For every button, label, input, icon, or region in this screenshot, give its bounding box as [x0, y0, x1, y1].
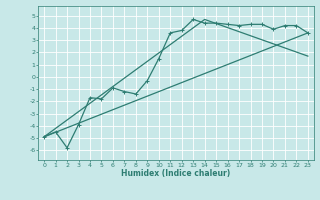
- X-axis label: Humidex (Indice chaleur): Humidex (Indice chaleur): [121, 169, 231, 178]
